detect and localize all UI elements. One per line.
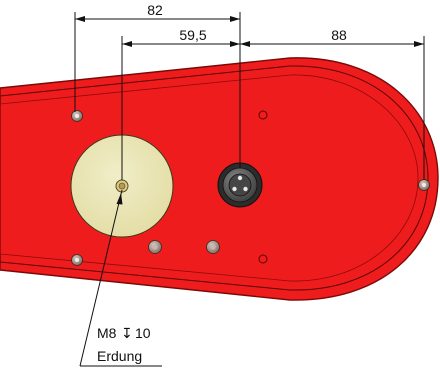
screws	[71, 110, 430, 266]
thread-callout: M8 ↧ 10 Erdung	[97, 325, 151, 364]
housing-inner-rim	[0, 65, 429, 291]
connector-pin-right	[243, 186, 248, 192]
dim-text-82: 82	[147, 2, 163, 18]
leader-line	[79, 189, 123, 367]
note-thread-size: M8	[97, 325, 117, 341]
housing-inner-edge	[0, 74, 419, 282]
dimensions	[74, 12, 425, 367]
screw-bottom-center-2	[206, 240, 220, 254]
connector-pin-top	[237, 175, 243, 181]
screw-right-tip	[418, 179, 430, 191]
hole-right-top	[258, 110, 268, 120]
dim-text-59-5: 59,5	[179, 27, 206, 43]
connector-pin-left	[232, 186, 237, 192]
note-grounding-label: Erdung	[97, 348, 142, 364]
screw-bottom-left	[71, 254, 83, 266]
depth-symbol-icon: ↧	[121, 325, 133, 341]
screw-top-left	[71, 110, 83, 122]
screw-bottom-center-1	[148, 240, 162, 254]
hole-right-bottom	[258, 254, 268, 264]
dim-text-88: 88	[331, 27, 347, 43]
note-thread-depth: 10	[135, 325, 151, 341]
connector	[217, 162, 263, 208]
